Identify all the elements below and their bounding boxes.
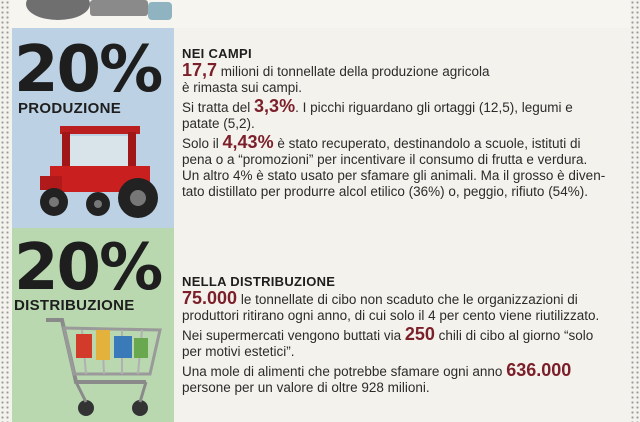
- distribution-paragraph-2: Nei supermercati vengono buttati via 250…: [182, 324, 594, 359]
- fields-paragraph-3: Solo il 4,43% è stato recuperato, destin…: [182, 132, 606, 199]
- pot-icon: [26, 0, 90, 20]
- value-tonnes-withdrawn: 75.000: [182, 288, 238, 308]
- top-illustration: [26, 0, 172, 20]
- value-tonnes-fields: 17,7: [182, 60, 218, 80]
- value-percent-wasted: 3,3%: [254, 96, 296, 116]
- value-percent-recovered: 4,43%: [222, 132, 274, 152]
- bottle-icon: [148, 2, 172, 20]
- fields-paragraph-1: 17,7 milioni di tonnellate della produzi…: [182, 60, 490, 95]
- distribution-percent: 20%: [14, 231, 163, 305]
- distribution-paragraph-3: Una mole di alimenti che potrebbe sfamar…: [182, 360, 572, 395]
- section-title-distribution: NELLA DISTRIBUZIONE: [182, 274, 336, 289]
- distribution-band: [12, 228, 174, 422]
- production-percent: 20%: [14, 33, 163, 107]
- section-title-fields: NEI CAMPI: [182, 46, 252, 61]
- fields-paragraph-2: Si tratta del 3,3%. I picchi riguardano …: [182, 96, 573, 131]
- distribution-label: DISTRIBUZIONE: [14, 297, 135, 314]
- tractor-icon: [40, 126, 158, 218]
- crate-icon: [90, 0, 148, 16]
- production-label: PRODUZIONE: [18, 100, 122, 117]
- distribution-paragraph-1: 75.000 le tonnellate di cibo non scaduto…: [182, 288, 600, 323]
- shopping-cart-icon: [46, 318, 162, 416]
- left-dot-border: [0, 0, 10, 422]
- right-dot-border: [630, 0, 640, 422]
- value-people-fed: 636.000: [506, 360, 572, 380]
- value-kilos-per-day: 250: [404, 324, 435, 344]
